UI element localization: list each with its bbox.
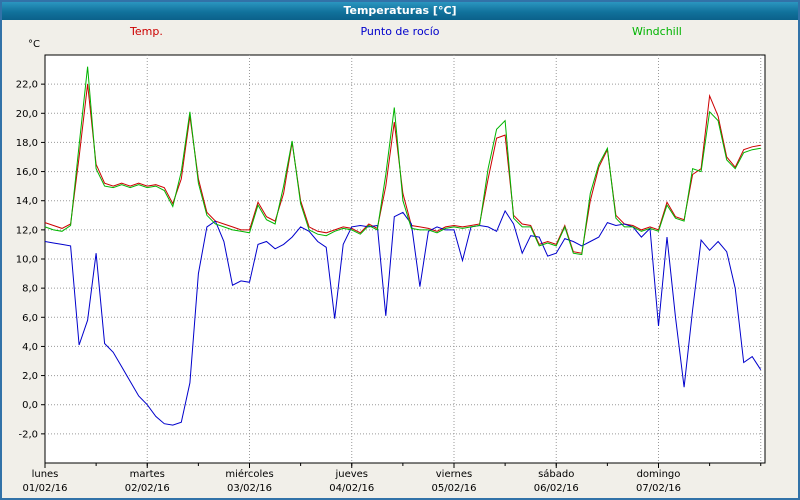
x-date-label: 06/02/16: [534, 483, 579, 494]
x-day-label: domingo: [637, 469, 681, 480]
x-day-label: viernes: [436, 469, 472, 480]
x-date-label: 04/02/16: [329, 483, 374, 494]
y-tick-label: 6,0: [22, 313, 38, 324]
legend-dew-point: Punto de rocío: [360, 25, 440, 38]
y-tick-label: 18,0: [16, 138, 38, 149]
series-line-windchill: [44, 66, 761, 256]
x-day-label: lunes: [32, 469, 59, 480]
legend-windchill: Windchill: [632, 25, 682, 38]
y-tick-label: 22,0: [16, 80, 38, 91]
window-title: Temperaturas [°C]: [343, 4, 457, 17]
y-tick-label: 0,0: [22, 400, 38, 411]
x-date-label: 03/02/16: [227, 483, 272, 494]
legend-temp: Temp.: [130, 25, 163, 38]
y-tick-label: 20,0: [16, 109, 38, 120]
y-tick-label: -2,0: [18, 429, 38, 440]
x-day-label: miércoles: [225, 468, 273, 480]
x-day-label: martes: [130, 469, 165, 480]
x-date-label: 02/02/16: [125, 483, 170, 494]
x-date-label: 05/02/16: [432, 483, 477, 494]
y-tick-label: 8,0: [22, 284, 38, 295]
series-line-temp-: [44, 84, 761, 254]
y-tick-label: 2,0: [22, 371, 38, 382]
y-tick-label: 4,0: [22, 342, 38, 353]
x-date-label: 01/02/16: [23, 483, 68, 494]
x-date-label: 07/02/16: [636, 483, 681, 494]
x-day-label: sábado: [538, 468, 574, 480]
x-day-label: jueves: [334, 469, 368, 480]
temperature-chart: -2,0 0,0 2,0 4,0 6,0 8,0 10,0 12,0 14,0 16,0 18,0 2…: [16, 39, 766, 494]
y-tick-label: 10,0: [16, 255, 38, 266]
window-titlebar[interactable]: Temperaturas [°C]: [2, 2, 798, 20]
y-tick-label: 12,0: [16, 225, 38, 236]
chart-area: -2,0 0,0 2,0 4,0 6,0 8,0 10,0 12,0 14,0 16,0 18,0 2…: [2, 20, 798, 498]
series-line-punto-de-roc-o: [44, 209, 762, 426]
y-axis-unit-label: °C: [28, 39, 40, 50]
y-tick-label: 16,0: [16, 167, 38, 178]
y-tick-label: 14,0: [16, 196, 38, 207]
